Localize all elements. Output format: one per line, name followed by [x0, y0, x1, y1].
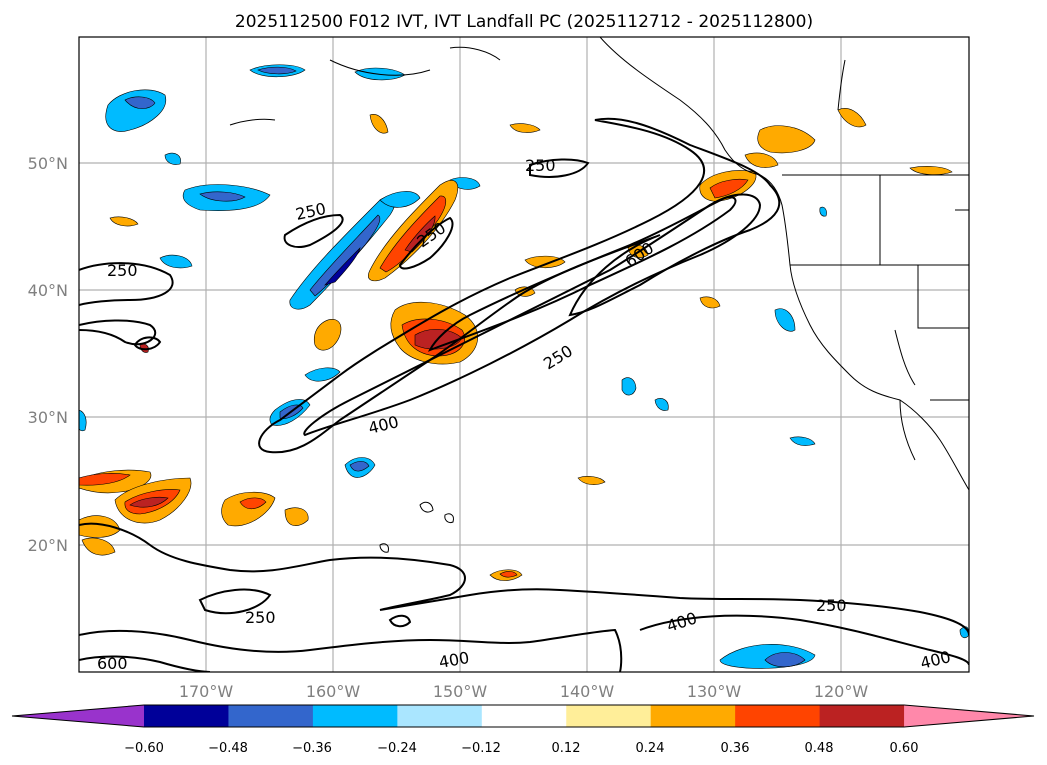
lon-tick: 140°W [560, 682, 615, 701]
pos-patch [369, 114, 389, 134]
pos-patch [744, 152, 779, 168]
lon-tick: 130°W [687, 682, 742, 701]
colorbar-tick: −0.48 [208, 741, 248, 756]
ivt-contour-400 [303, 193, 762, 437]
colorbar-segment [144, 705, 229, 727]
map-title: 2025112500 F012 IVT, IVT Landfall PC (20… [235, 12, 813, 32]
pos-patch [313, 318, 342, 351]
contour-label: 600 [97, 654, 128, 673]
ivt-contours [79, 117, 969, 672]
neg-patch [124, 96, 156, 109]
pos-patch [499, 571, 518, 578]
lat-tick: 30°N [28, 408, 68, 427]
ivt-contour-600 [79, 655, 211, 672]
pos-patch [837, 108, 867, 128]
colorbar-tick: −0.12 [461, 741, 501, 756]
colorbar-segment [397, 705, 483, 727]
lat-tick: 50°N [28, 154, 68, 173]
colorbar-tick: 0.36 [721, 741, 750, 756]
ivt-contour-400 [639, 614, 969, 666]
ivt-contour-250 [79, 262, 174, 306]
lon-tick: 120°W [814, 682, 869, 701]
ivt-contour-250 [398, 216, 454, 270]
contour-label: 250 [107, 261, 138, 280]
map-panel: 250 250 250 250 250 400 600 250 250 400 … [78, 36, 970, 673]
neg-patch [819, 206, 827, 217]
pos-patch [577, 476, 606, 485]
colorbar-segment [566, 705, 652, 727]
ivt-contour-250 [529, 158, 590, 178]
pos-patch [509, 123, 541, 133]
pos-patch [129, 496, 169, 508]
lon-tick: 160°W [306, 682, 361, 701]
colorbar-segment [228, 705, 314, 727]
pos-patch [699, 296, 721, 309]
pos-patch [909, 166, 953, 175]
coastlines [229, 37, 969, 553]
neg-patch [379, 191, 421, 208]
neg-patch [324, 247, 361, 286]
colorbar-ticks: −0.60 −0.48 −0.36 −0.24 −0.12 0.12 0.24 … [124, 741, 918, 756]
colorbar-tick: 0.24 [636, 741, 665, 756]
lat-tick: 20°N [28, 536, 68, 555]
ivt-contour-250 [388, 614, 412, 628]
colorbar-segment [819, 705, 905, 727]
map-background [79, 37, 969, 672]
lat-tick: 40°N [28, 281, 68, 300]
colorbar-tick: −0.24 [377, 741, 417, 756]
pos-patch [239, 497, 267, 510]
ivt-contour-600 [427, 196, 737, 352]
colorbar-extend-max [904, 705, 1034, 727]
ivt-contour-250 [79, 319, 157, 346]
pos-patch [404, 215, 436, 253]
colorbar-tick: 0.48 [805, 741, 834, 756]
pos-patch [109, 216, 139, 227]
ivt-contour-250 [283, 213, 344, 248]
colorbar-segment [650, 705, 736, 727]
neg-patch [159, 254, 193, 269]
neg-patch [774, 308, 796, 332]
neg-patch [199, 191, 246, 202]
contour-label: 250 [816, 596, 847, 615]
ivt-contour-250 [198, 588, 272, 615]
pos-patch [81, 537, 116, 556]
contour-label: 250 [525, 156, 556, 175]
neg-patch [621, 377, 637, 396]
neg-patch [304, 367, 341, 382]
ivt-contour-250 [79, 522, 969, 636]
colorbar-segment [312, 705, 398, 727]
neg-patch [764, 652, 806, 668]
colorbar-extend-min [12, 705, 144, 727]
colorbar-segment [735, 705, 821, 727]
lon-tick: 150°W [433, 682, 488, 701]
colorbar-tick: 0.60 [890, 741, 919, 756]
lat-axis: 50°N 40°N 30°N 20°N [28, 154, 68, 555]
ivt-contour-400 [79, 628, 623, 672]
ivt-contour-250 [133, 336, 162, 351]
map-frame [78, 36, 970, 673]
colorbar-tick: 0.12 [552, 741, 581, 756]
neg-patch [164, 152, 181, 165]
pos-patch [524, 255, 566, 269]
colorbar-tick: −0.36 [292, 741, 332, 756]
colorbar-segment [481, 705, 567, 727]
pos-patch [709, 178, 749, 199]
lon-axis: 170°W 160°W 150°W 140°W 130°W 120°W [179, 682, 869, 701]
ivt-contour-250 [258, 117, 781, 454]
contour-label: 250 [245, 608, 276, 627]
pos-patch [79, 473, 131, 486]
colorbar [11, 704, 1035, 728]
colorbar-tick: −0.60 [124, 741, 164, 756]
colorbar-outline [11, 704, 1035, 728]
neg-patch [789, 436, 816, 446]
neg-patch [257, 66, 297, 75]
pos-patch [757, 125, 816, 154]
neg-patch [654, 398, 669, 411]
lon-tick: 170°W [179, 682, 234, 701]
pos-patch [284, 507, 309, 526]
contour-labels: 250 250 250 250 250 400 600 250 250 400 … [97, 156, 953, 673]
neg-patch [349, 461, 370, 472]
